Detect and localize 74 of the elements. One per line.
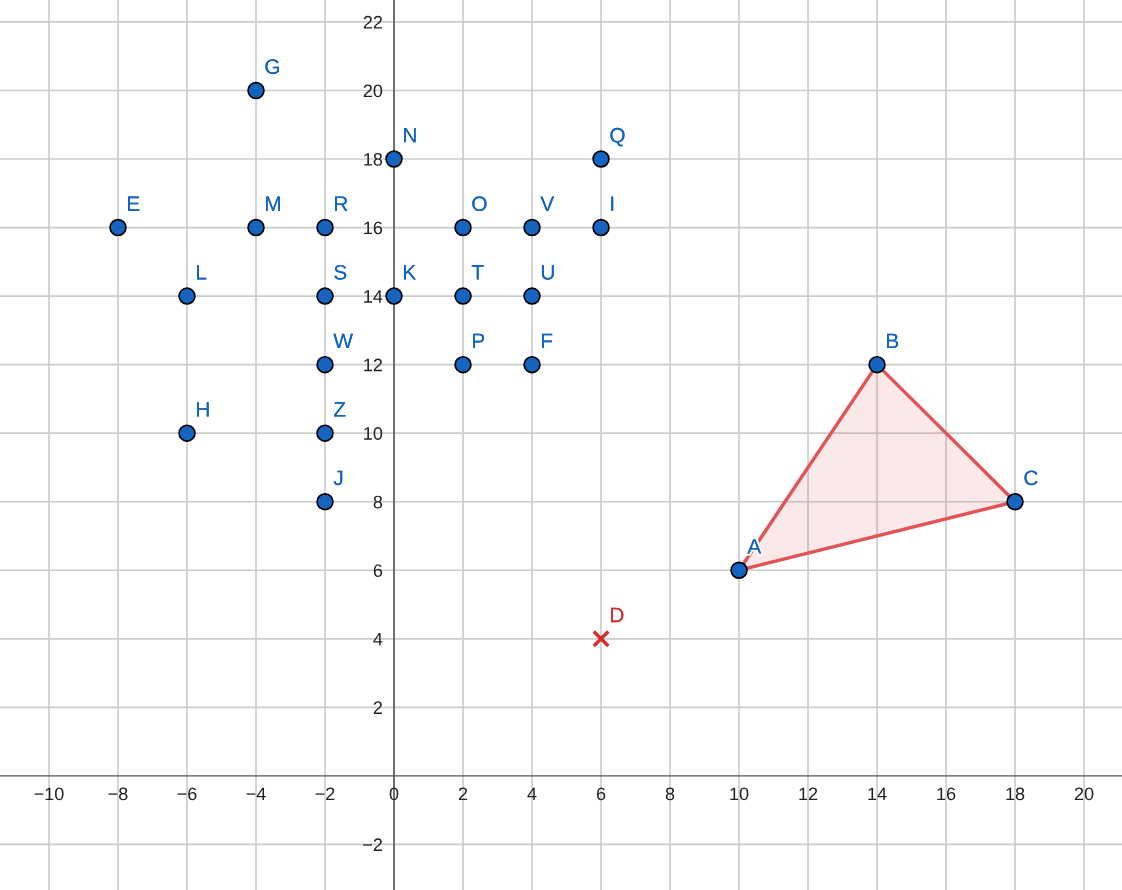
x-tick-label: 18 [1006,787,1025,801]
point [868,355,886,374]
y-tick-label: 16 [364,221,383,235]
point [592,629,611,648]
point [247,218,265,237]
point [1006,492,1024,511]
x-tick-label: 10 [730,787,749,801]
annotation: W [333,333,353,348]
annotation: E [128,196,140,211]
point [316,355,334,374]
annotation: S [334,264,347,280]
x-tick-label: 12 [799,787,818,801]
point [454,218,472,237]
point [523,355,541,374]
annotation: G [265,59,279,75]
annotation: K [404,265,417,280]
annotation: T [471,265,484,280]
annotation: C [1024,470,1038,486]
y-tick-label: 12 [364,358,382,372]
point [178,424,196,442]
x-tick-label: 2 [458,787,468,801]
point [316,218,334,237]
x-tick-label: 16 [937,787,956,801]
annotation: H [197,402,209,417]
point [592,150,610,168]
x-tick-label: 20 [1074,787,1094,801]
x-tick-label: 6 [596,787,606,801]
x-tick-label: 8 [665,787,675,801]
point [247,81,265,100]
x-tick-label: −6 [177,787,197,801]
y-tick-label: −2 [363,838,382,851]
annotation: J [333,470,343,486]
annotation: I [611,196,614,211]
y-tick-label: 10 [364,427,383,440]
annotation: R [335,196,348,211]
y-tick-label: 4 [373,632,383,646]
y-tick-label: 14 [364,290,383,303]
y-tick-label: 22 [363,15,382,29]
annotation: L [197,265,207,280]
x-tick-label: −10 [34,787,64,801]
y-tick-label: 6 [373,564,383,577]
annotation: Z [334,402,346,417]
point [454,355,472,374]
point [316,287,334,305]
annotation: B [887,333,899,348]
x-tick-label: −8 [108,787,128,801]
annotation: U [541,265,554,280]
point [385,150,403,168]
point [316,424,334,442]
annotation: Q [610,127,625,147]
annotation: M [266,196,280,211]
point [178,287,196,305]
point [523,287,541,305]
x-tick-label: 4 [527,787,537,801]
point [523,218,541,237]
annotation: O [472,196,487,212]
annotation: V [540,196,555,211]
x-tick-label: 14 [868,787,887,801]
point [385,287,403,305]
point [592,218,610,237]
annotation: D [611,607,624,623]
point [316,492,334,511]
y-tick-label: 8 [373,495,383,509]
point [109,218,127,237]
x-tick-label: −2 [315,787,335,801]
point [730,561,748,580]
annotation: F [542,333,553,348]
y-tick-label: 20 [363,84,383,98]
point [454,287,472,305]
y-tick-label: 2 [373,701,382,714]
y-tick-label: 18 [364,152,383,166]
x-tick-label: −4 [246,787,266,801]
annotation: N [404,128,416,143]
annotation: P [473,333,485,348]
